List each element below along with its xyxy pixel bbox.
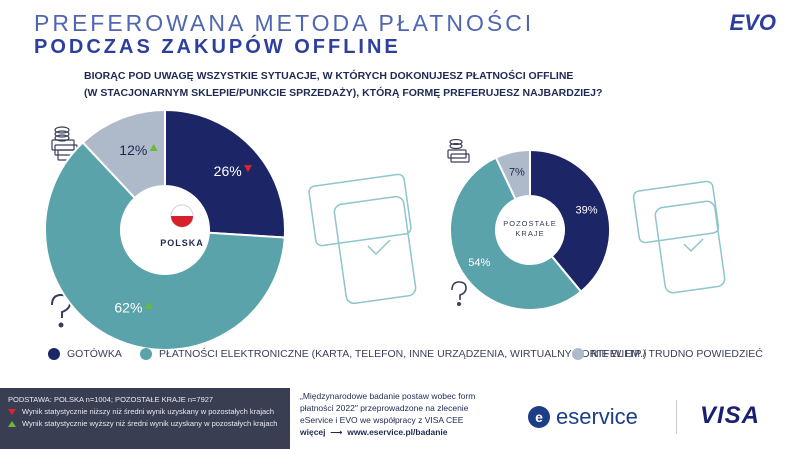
arrow-down-icon — [8, 409, 16, 415]
data-label-polska-elektroniczne: 62% — [114, 300, 142, 316]
arrow-right-icon: ⟶ — [327, 427, 345, 437]
legend-label-nie-wiem: NIE WIEM / TRUDNO POWIEDZIEĆ — [591, 348, 763, 360]
card-phone-icon-2 — [632, 180, 726, 294]
center-label-pozostale-word: POZOSTAŁE — [503, 219, 556, 228]
footer-note-higher-text: Wynik statystycznie wyższy niż średni wy… — [22, 419, 278, 428]
legend-swatch-gotowka — [48, 348, 60, 360]
data-label-pozostale-gotowka: 39% — [575, 205, 597, 217]
legend-label-elektroniczne: PŁATNOŚCI ELEKTRONICZNE (KARTA, TELEFON,… — [159, 348, 647, 360]
center-label-polska: POLSKA — [160, 238, 204, 248]
source-line-2: płatności 2022" przeprowadzone na zlecen… — [300, 403, 469, 413]
evo-logo: EVO — [729, 10, 776, 35]
donut-hole-pozostale — [496, 196, 564, 264]
chart-legend: GOTÓWKA PŁATNOŚCI ELEKTRONICZNE (KARTA, … — [0, 348, 800, 368]
marker-up-icon — [144, 301, 153, 309]
more-label: więcej — [300, 427, 326, 437]
legend-item-elektroniczne: PŁATNOŚCI ELEKTRONICZNE (KARTA, TELEFON,… — [140, 348, 647, 360]
footer: PODSTAWA: POLSKA n=1004; POZOSTAŁE KRAJE… — [0, 388, 800, 449]
center-label-pozostale-word: KRAJE — [515, 229, 544, 238]
footer-note-lower: Wynik statystycznie niższy niż średni wy… — [8, 406, 290, 418]
footer-note-higher: Wynik statystycznie wyższy niż średni wy… — [8, 418, 290, 430]
more-url[interactable]: www.eservice.pl/badanie — [347, 427, 448, 437]
footer-notes: PODSTAWA: POLSKA n=1004; POZOSTAŁE KRAJE… — [0, 388, 290, 449]
donut-chart-polska: 26% 62% 12% — [44, 108, 286, 351]
data-label-pozostale-elektroniczne: 54% — [468, 257, 490, 269]
marker-up-icon — [149, 144, 158, 152]
footer-divider — [676, 400, 677, 434]
footer-note-lower-text: Wynik statystycznie niższy niż średni wy… — [22, 407, 275, 416]
page-title: PREFEROWANA METODA PŁATNOŚCI — [34, 10, 535, 36]
source-line-1: „Międzynarodowe badanie postaw wobec for… — [300, 391, 476, 401]
donut-hole-polska — [121, 186, 209, 274]
data-label-pozostale-nie-wiem: 7% — [509, 166, 525, 178]
legend-item-gotowka: GOTÓWKA — [48, 348, 122, 360]
poland-flag-icon — [170, 204, 194, 228]
eservice-wordmark: eservice — [556, 404, 638, 429]
source-line-3: eService i EVO we współpracy z VISA CEE — [300, 415, 464, 425]
legend-label-gotowka: GOTÓWKA — [67, 348, 122, 360]
donut-chart-pozostale: 39% 54% 7% — [449, 148, 611, 311]
question-line-1: BIORĄC POD UWAGĘ WSZYSTKIE SYTUACJE, W K… — [84, 70, 574, 82]
center-label-pozostale: POZOSTAŁE KRAJE — [503, 219, 556, 238]
data-label-polska-nie-wiem: 12% — [119, 142, 147, 158]
card-phone-icon — [308, 173, 417, 305]
visa-logo: VISA — [700, 402, 761, 429]
legend-swatch-nie-wiem — [572, 348, 584, 360]
legend-item-nie-wiem: NIE WIEM / TRUDNO POWIEDZIEĆ — [572, 348, 763, 360]
question-line-2: (W STACJONARNYM SKLEPIE/PUNKCIE SPRZEDAŻ… — [84, 87, 603, 99]
legend-swatch-elektroniczne — [140, 348, 152, 360]
cash-icon-2 — [447, 138, 470, 163]
arrow-up-icon — [8, 421, 16, 427]
eservice-logo: e eservice — [528, 404, 638, 430]
survey-question: BIORĄC POD UWAGĘ WSZYSTKIE SYTUACJE, W K… — [84, 68, 644, 102]
eservice-mark-icon: e — [528, 406, 550, 428]
page-subtitle: PODCZAS ZAKUPÓW OFFLINE — [34, 36, 401, 58]
data-label-polska-gotowka: 26% — [214, 163, 242, 179]
footer-source: „Międzynarodowe badanie postaw wobec for… — [300, 390, 500, 438]
marker-down-icon — [243, 165, 252, 173]
footer-base: PODSTAWA: POLSKA n=1004; POZOSTAŁE KRAJE… — [8, 395, 214, 404]
more-link[interactable]: więcej ⟶ www.eservice.pl/badanie — [300, 426, 500, 438]
question-marks-icon-2 — [451, 281, 467, 306]
